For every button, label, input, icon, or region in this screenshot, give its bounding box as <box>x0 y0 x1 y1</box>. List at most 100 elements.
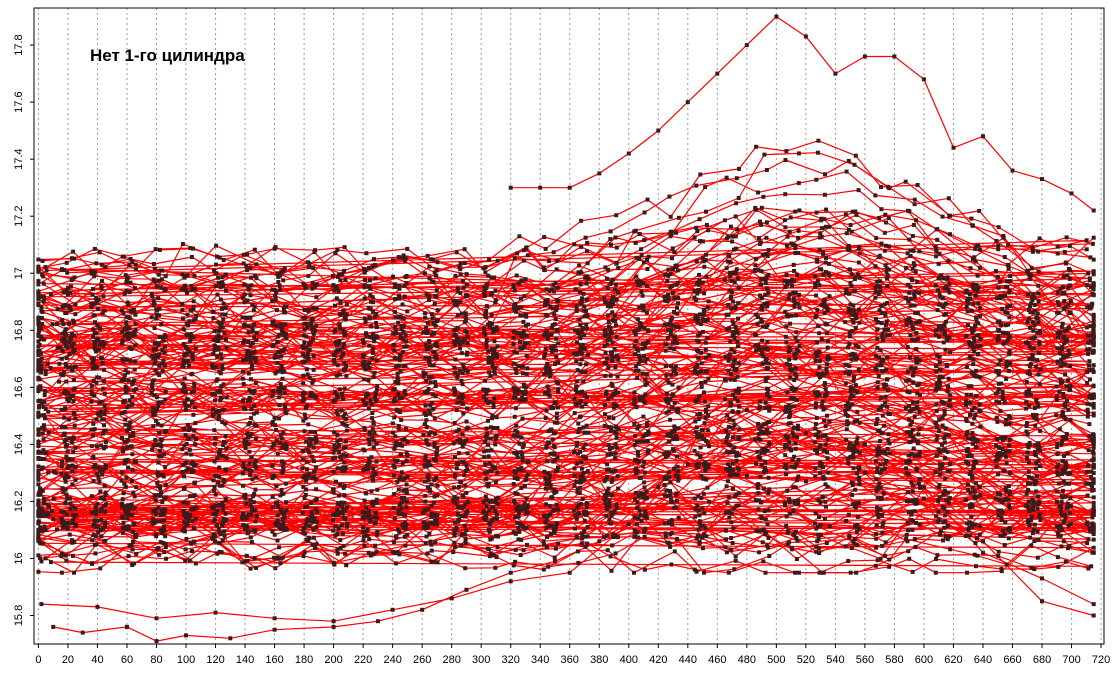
data-point <box>188 513 193 517</box>
data-point <box>971 466 976 471</box>
data-point <box>645 267 650 271</box>
data-point <box>970 431 975 435</box>
data-point <box>1033 443 1038 448</box>
data-point <box>462 523 467 528</box>
data-point <box>340 531 345 536</box>
data-point <box>252 304 257 309</box>
data-point <box>585 469 590 474</box>
data-point <box>974 282 979 287</box>
data-point <box>332 398 337 403</box>
data-point <box>483 378 487 383</box>
data-point <box>846 158 851 163</box>
data-point <box>512 476 517 480</box>
data-point <box>71 518 76 523</box>
data-point <box>156 296 161 301</box>
data-point <box>333 340 338 345</box>
data-point <box>937 334 941 339</box>
data-point <box>91 533 96 538</box>
data-point <box>848 302 853 307</box>
data-point <box>967 525 972 530</box>
data-point <box>435 522 440 527</box>
data-point <box>247 398 252 403</box>
data-point <box>783 462 788 467</box>
data-point <box>788 362 792 367</box>
data-point <box>424 534 429 539</box>
data-point <box>760 324 765 329</box>
data-point <box>343 417 348 422</box>
data-point <box>100 399 105 404</box>
data-point <box>36 464 41 469</box>
data-point <box>671 323 676 328</box>
data-point <box>187 349 192 354</box>
data-point <box>493 297 498 302</box>
data-point <box>642 480 647 485</box>
data-point <box>511 342 516 347</box>
data-point <box>945 337 950 342</box>
data-point <box>573 287 578 292</box>
data-point <box>188 246 193 251</box>
data-point <box>493 288 498 293</box>
data-point <box>639 247 644 252</box>
data-point <box>855 471 859 476</box>
data-point <box>190 352 195 357</box>
data-point <box>193 405 198 410</box>
data-point <box>98 566 103 571</box>
data-point <box>795 435 800 440</box>
data-point <box>756 507 761 512</box>
data-point <box>367 442 372 447</box>
data-point <box>374 325 379 330</box>
data-point <box>1059 442 1064 447</box>
data-point <box>879 303 884 308</box>
data-point <box>1026 499 1031 504</box>
data-point <box>784 514 789 519</box>
data-point <box>458 272 463 277</box>
data-point <box>792 404 797 409</box>
data-point <box>695 316 700 321</box>
data-point <box>822 406 827 411</box>
data-point <box>1034 417 1039 422</box>
data-point <box>883 540 888 545</box>
data-point <box>250 477 255 482</box>
data-point <box>426 478 431 483</box>
data-point <box>1001 235 1006 240</box>
data-point <box>156 278 161 283</box>
data-point <box>103 538 108 543</box>
data-point <box>430 392 435 397</box>
data-point <box>816 138 821 143</box>
data-point <box>934 425 939 430</box>
data-point <box>313 430 318 434</box>
data-point <box>638 513 643 518</box>
data-point <box>493 509 498 514</box>
data-point <box>219 395 223 400</box>
data-point <box>284 447 288 452</box>
data-point <box>402 389 407 394</box>
data-point <box>361 361 366 366</box>
data-point <box>855 390 860 395</box>
data-point <box>797 292 802 297</box>
data-point <box>521 442 526 447</box>
data-point <box>345 505 350 510</box>
data-point <box>639 518 644 523</box>
data-point <box>1068 504 1073 509</box>
data-point <box>487 461 492 466</box>
data-point <box>183 403 188 408</box>
data-point <box>42 413 46 418</box>
data-point <box>192 384 197 389</box>
data-point <box>362 425 367 430</box>
data-point <box>66 475 71 480</box>
data-point <box>787 357 792 362</box>
data-point <box>362 316 367 321</box>
data-point <box>92 510 97 515</box>
data-point <box>760 253 765 258</box>
data-point <box>276 504 280 509</box>
data-point <box>241 358 245 363</box>
data-point <box>120 357 125 362</box>
data-point <box>602 329 607 334</box>
data-point <box>451 441 456 446</box>
data-point <box>36 294 41 299</box>
data-point <box>792 396 797 401</box>
data-point <box>153 438 158 442</box>
data-point <box>220 500 225 505</box>
data-point <box>578 414 583 419</box>
data-point <box>150 447 155 452</box>
